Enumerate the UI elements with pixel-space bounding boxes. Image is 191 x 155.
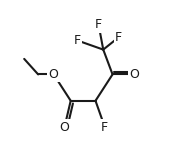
- Text: F: F: [115, 31, 122, 44]
- Text: F: F: [95, 18, 102, 31]
- Text: O: O: [60, 121, 70, 134]
- Text: O: O: [49, 68, 59, 81]
- Text: O: O: [129, 68, 139, 81]
- Text: F: F: [101, 121, 108, 134]
- Text: F: F: [73, 34, 80, 47]
